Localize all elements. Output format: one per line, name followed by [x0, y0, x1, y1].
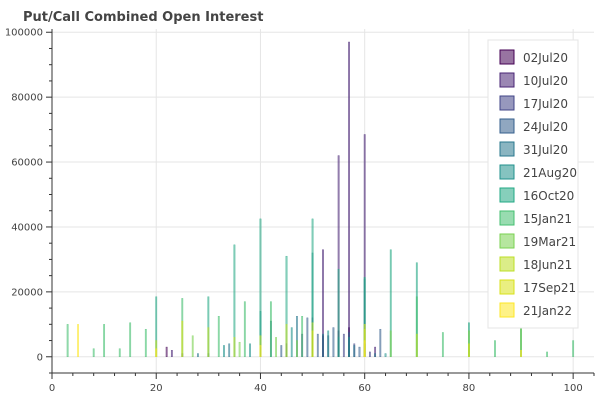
legend-swatch — [499, 49, 515, 65]
bar-mark — [332, 327, 335, 357]
bar-mark — [306, 317, 309, 357]
bar-mark — [384, 353, 387, 357]
legend-label: 15Jan21 — [523, 212, 572, 226]
legend-label: 24Jul20 — [523, 120, 568, 134]
bar-mark — [275, 337, 277, 357]
legend-label: 10Jul20 — [523, 74, 568, 88]
bar-mark — [92, 348, 95, 357]
legend-label: 02Jul20 — [523, 51, 568, 65]
bar-mark — [217, 316, 220, 357]
bar-mark — [249, 343, 251, 357]
chart-title: Put/Call Combined Open Interest — [23, 10, 263, 25]
bar-mark — [379, 328, 382, 357]
bar-mark — [322, 333, 324, 357]
x-tick-label: 60 — [358, 383, 371, 394]
bars-layer — [66, 41, 575, 357]
bar-mark — [165, 346, 168, 357]
bar-mark — [348, 337, 350, 357]
bar-mark — [327, 330, 330, 357]
bar-mark — [259, 345, 262, 357]
bar-mark — [546, 351, 548, 357]
bar-mark — [369, 351, 371, 357]
bar-mark — [415, 333, 418, 357]
legend-label: 19Mar21 — [523, 235, 576, 249]
bar-mark — [269, 301, 272, 357]
legend-swatch — [499, 72, 515, 88]
legend-swatch — [499, 302, 515, 318]
x-tick-label: 40 — [254, 383, 267, 394]
bar-mark — [311, 330, 314, 357]
x-tick-label: 100 — [564, 383, 583, 394]
legend: 02Jul20 10Jul20 17Jul20 24Jul20 31Jul20 21Aug… — [487, 39, 579, 329]
legend-swatch — [499, 210, 515, 226]
legend-label: 17Sep21 — [523, 281, 576, 295]
bar-mark — [103, 324, 106, 357]
legend-swatch — [499, 141, 515, 157]
x-tick-label: 0 — [49, 383, 55, 394]
bar-mark — [129, 322, 132, 357]
legend-swatch — [499, 95, 515, 111]
bar-mark — [441, 332, 444, 357]
bar-mark — [228, 343, 231, 357]
legend-swatch — [499, 256, 515, 272]
bar-mark — [316, 333, 319, 357]
legend-swatch — [499, 233, 515, 249]
bar-mark — [353, 345, 356, 357]
bar-mark — [191, 335, 194, 357]
bar-mark — [144, 328, 147, 357]
bar-mark — [348, 41, 350, 357]
y-tick-label: 80000 — [11, 93, 43, 104]
x-tick-label: 20 — [150, 383, 163, 394]
legend-swatch — [499, 279, 515, 295]
bar-mark — [207, 327, 210, 357]
bar-mark — [296, 340, 298, 357]
bar-mark — [233, 337, 236, 357]
bar-mark — [358, 346, 361, 357]
legend-label: 17Jul20 — [523, 97, 568, 111]
bar-mark — [77, 324, 79, 357]
bar-mark — [280, 345, 283, 357]
bar-mark — [118, 348, 121, 357]
bar-mark — [337, 268, 340, 357]
legend-swatch — [499, 164, 515, 180]
legend-swatch — [499, 187, 515, 203]
bar-mark — [363, 340, 366, 357]
y-tick-label: 100000 — [5, 28, 43, 39]
bar-mark — [342, 333, 345, 357]
bar-mark — [66, 324, 69, 357]
axes-layer: 0 20000 40000 60000 80000 100000 0 20 40 60 80 100 — [5, 28, 595, 394]
x-tick-label: 80 — [463, 383, 476, 394]
y-tick-label: 40000 — [11, 222, 43, 233]
legend-label: 21Jan22 — [523, 304, 572, 318]
bar-mark — [520, 350, 522, 357]
bar-mark — [389, 330, 392, 357]
bar-mark — [243, 301, 246, 357]
bar-mark — [494, 340, 496, 357]
legend-label: 21Aug20 — [523, 166, 577, 180]
legend-swatch — [499, 118, 515, 134]
legend-label: 18Jun21 — [523, 258, 572, 272]
bar-mark — [238, 341, 241, 357]
y-tick-label: 0 — [37, 352, 43, 363]
bar-mark — [155, 348, 158, 357]
bar-mark — [301, 316, 304, 357]
bar-mark — [181, 320, 184, 357]
legend-label: 31Jul20 — [523, 143, 568, 157]
bar-mark — [170, 350, 173, 357]
y-tick-label: 60000 — [11, 158, 43, 169]
bar-mark — [290, 327, 293, 357]
bar-mark — [374, 353, 377, 357]
bar-mark — [572, 340, 575, 357]
y-tick-label: 20000 — [11, 287, 43, 298]
bar-mark — [223, 345, 225, 357]
bar-mark — [285, 324, 288, 357]
bar-mark — [468, 343, 470, 357]
bar-mark — [197, 353, 199, 357]
legend-label: 16Oct20 — [523, 189, 574, 203]
